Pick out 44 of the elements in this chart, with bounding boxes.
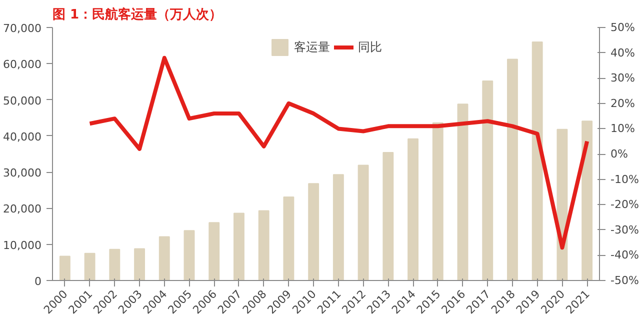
bar [507,58,518,280]
y-tick-label: 50,000 [3,94,42,108]
bar [382,152,394,280]
bar [332,174,344,280]
y2-tick-label: 0% [610,148,628,160]
y2-tick-label: -20% [610,198,639,212]
y-tick-label: 10,000 [3,238,42,252]
y-tick-label: 0 [34,275,42,288]
bar [59,256,70,280]
bar [234,212,244,280]
y2-tick-label: 50% [610,21,635,34]
y-tick-label: 40,000 [3,130,42,144]
bar [258,210,270,280]
y2-tick-label: 10% [610,122,635,136]
y2-tick-label: -10% [610,172,639,186]
bar [84,252,96,280]
bar [457,104,468,280]
y-tick-label: 60,000 [3,58,42,72]
y2-tick-label: -30% [610,223,639,236]
y2-tick-label: -40% [610,248,639,262]
bar [134,248,145,280]
legend-label: 客运量 [294,38,330,56]
y2-tick-label: 30% [610,72,635,85]
bar [582,120,593,280]
y2-tick-label: 40% [610,46,635,60]
bar [308,183,320,280]
y-tick-label: 70,000 [3,22,42,35]
y2-tick-label: -50% [610,274,639,287]
y-tick-label: 20,000 [3,202,42,216]
chart-title: 图 1：民航客运量（万人次） [52,6,222,22]
y2-tick-label: 20% [610,96,635,110]
bar [432,122,444,280]
bar [208,222,220,280]
bar [283,196,294,280]
bar [109,248,120,280]
bar [482,80,494,280]
line-series [88,56,590,250]
bar [408,138,418,280]
bar [158,236,170,280]
bar [358,164,369,280]
bar [532,41,543,280]
y-tick-label: 30,000 [3,166,42,180]
bar [184,230,195,280]
legend-label: 同比 [358,38,382,56]
